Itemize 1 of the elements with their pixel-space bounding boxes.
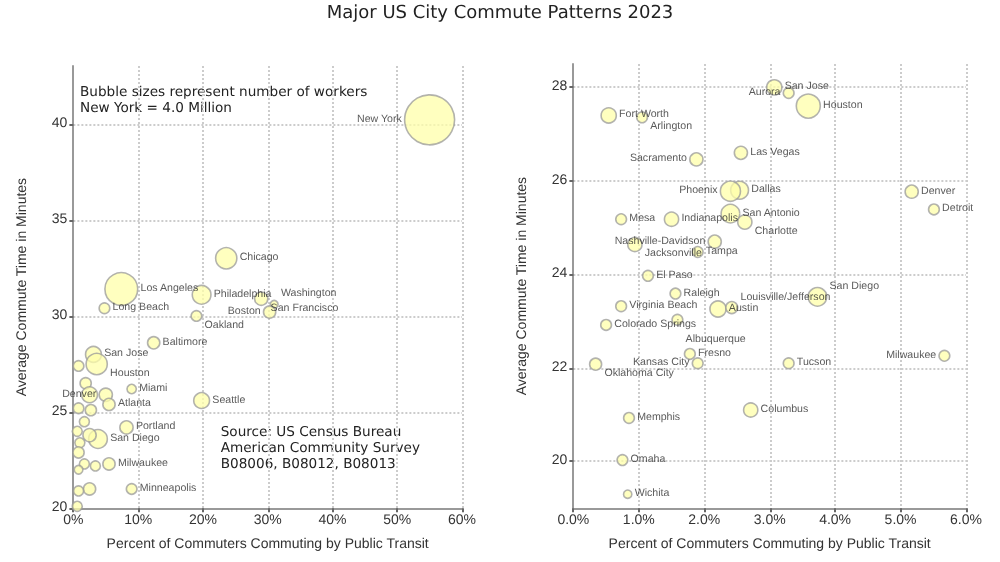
text: Major US City Commute Patterns 2023 <box>324 4 676 24</box>
